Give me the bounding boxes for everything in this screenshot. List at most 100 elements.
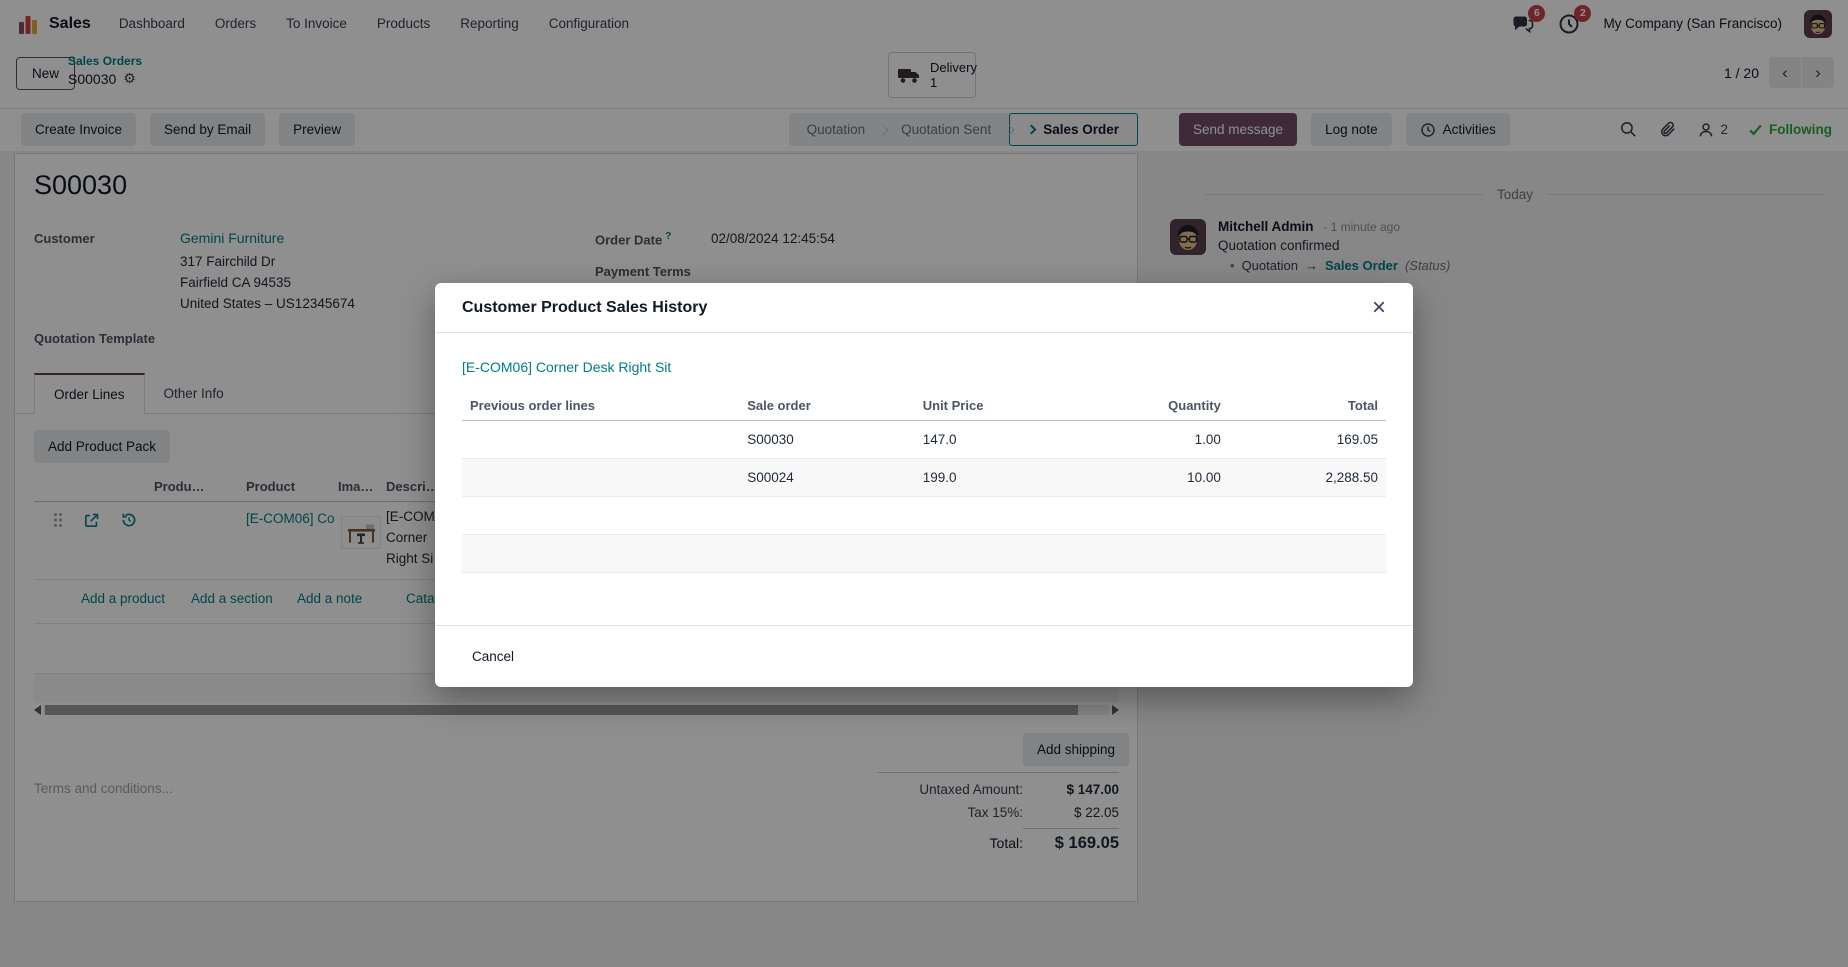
customer-address-line: United States – US12345674: [180, 296, 355, 311]
menu-to-invoice[interactable]: To Invoice: [286, 16, 347, 31]
menu-orders[interactable]: Orders: [214, 16, 257, 31]
scroll-left-arrow-icon[interactable]: [34, 704, 41, 715]
status-sales-order-active[interactable]: Sales Order: [1009, 113, 1138, 146]
customer-label: Customer: [34, 231, 95, 246]
column-header-unit-price: Unit Price: [914, 391, 1082, 421]
add-a-product-link[interactable]: Add a product: [81, 591, 166, 606]
cell-quantity: 1.00: [1081, 420, 1229, 459]
breadcrumb-current: S00030: [68, 70, 117, 87]
send-message-button[interactable]: Send message: [1179, 113, 1298, 146]
column-header-quantity: Quantity: [1081, 391, 1229, 421]
tracking-new-value[interactable]: Sales Order: [1324, 258, 1398, 273]
cell-previous-order-lines: [462, 458, 740, 497]
gear-icon[interactable]: ⚙: [123, 70, 136, 86]
column-header-description: Descri…: [386, 479, 439, 494]
log-note-button[interactable]: Log note: [1311, 113, 1392, 146]
table-row[interactable]: S00024 199.0 10.00 2,288.50: [462, 458, 1386, 497]
order-date-value[interactable]: 02/08/2024 12:45:54: [711, 231, 835, 246]
close-icon[interactable]: ×: [1371, 293, 1386, 321]
create-invoice-button[interactable]: Create Invoice: [21, 113, 137, 146]
menu-configuration[interactable]: Configuration: [548, 16, 630, 31]
send-by-email-button[interactable]: Send by Email: [150, 113, 266, 146]
status-quotation-sent[interactable]: Quotation Sent: [901, 122, 992, 137]
clock-icon: [1420, 122, 1435, 137]
arrow-right-icon: →: [1304, 258, 1318, 273]
drag-handle-icon[interactable]: [53, 512, 63, 528]
top-navbar: Sales Dashboard Orders To Invoice Produc…: [0, 0, 1848, 47]
followers-count: 2: [1720, 122, 1728, 137]
message-author[interactable]: Mitchell Admin: [1218, 219, 1314, 234]
tax-label: Tax 15%:: [967, 805, 1023, 820]
status-quotation[interactable]: Quotation: [806, 122, 866, 137]
menu-products[interactable]: Products: [376, 16, 431, 31]
scroll-right-arrow-icon[interactable]: [1112, 704, 1119, 715]
sales-app-logo-icon: [16, 12, 40, 36]
order-date-label: Order Date?: [595, 231, 672, 248]
pager-next-button[interactable]: ›: [1802, 57, 1834, 88]
modal-product-link[interactable]: [E-COM06] Corner Desk Right Sit: [462, 359, 672, 375]
delivery-count: 1: [930, 75, 938, 90]
messages-badge: 6: [1528, 4, 1546, 22]
user-avatar[interactable]: [1804, 9, 1832, 38]
company-switcher[interactable]: My Company (San Francisco): [1603, 16, 1782, 31]
navbar-right: 6 2 My Company (San Francisco): [1511, 4, 1832, 38]
tab-order-lines[interactable]: Order Lines: [34, 373, 145, 414]
open-record-external-link-icon[interactable]: [83, 512, 100, 529]
app-brand[interactable]: Sales: [16, 12, 91, 36]
add-shipping-button[interactable]: Add shipping: [1023, 733, 1130, 766]
table-row[interactable]: S00030 147.0 1.00 169.05: [462, 420, 1386, 459]
total-label: Total:: [989, 835, 1023, 851]
total-value: $ 169.05: [1023, 828, 1119, 853]
add-a-note-link[interactable]: Add a note: [297, 591, 363, 606]
divider: [877, 772, 1119, 773]
preview-button[interactable]: Preview: [279, 113, 356, 146]
sales-history-icon[interactable]: [120, 511, 138, 529]
control-panel: New Sales Orders S00030 ⚙ Delivery 1 1: [0, 47, 1848, 108]
date-divider: Today: [1205, 187, 1825, 202]
order-line-description: [E-COM Corner Right Si: [386, 509, 435, 566]
breadcrumb-parent[interactable]: Sales Orders: [68, 54, 143, 68]
column-header-sale-order: Sale order: [739, 391, 915, 421]
search-messages-icon[interactable]: [1619, 120, 1638, 139]
cancel-button[interactable]: Cancel: [462, 642, 525, 671]
scrollbar-thumb[interactable]: [45, 704, 1079, 715]
add-product-pack-button[interactable]: Add Product Pack: [34, 430, 171, 463]
activities-clock-icon[interactable]: 2: [1557, 4, 1592, 36]
customer-link[interactable]: Gemini Furniture: [180, 230, 285, 246]
messages-icon[interactable]: 6: [1511, 4, 1546, 36]
truck-icon: [898, 66, 922, 85]
pager: 1 / 20 ‹ ›: [1724, 57, 1834, 88]
new-button[interactable]: New: [16, 57, 76, 90]
message-author-avatar[interactable]: [1170, 219, 1206, 255]
activities-badge: 2: [1574, 4, 1592, 22]
tab-other-info[interactable]: Other Info: [163, 386, 224, 401]
menu-reporting[interactable]: Reporting: [460, 16, 519, 31]
person-icon: [1700, 122, 1713, 136]
add-a-section-link[interactable]: Add a section: [191, 591, 273, 606]
modal-body: [E-COM06] Corner Desk Right Sit Previous…: [435, 333, 1413, 625]
check-icon: [1749, 124, 1762, 136]
sales-history-modal: Customer Product Sales History × [E-COM0…: [435, 283, 1413, 687]
order-line-product-link[interactable]: [E-COM06] Co: [246, 511, 335, 526]
menu-dashboard[interactable]: Dashboard: [118, 16, 185, 31]
column-header-product: Product: [246, 479, 296, 494]
quotation-template-label: Quotation Template: [34, 331, 156, 346]
untaxed-amount-label: Untaxed Amount:: [919, 782, 1023, 797]
following-toggle[interactable]: Following: [1748, 122, 1832, 137]
action-bar: Create Invoice Send by Email Preview Quo…: [0, 109, 1848, 151]
cell-unit-price: 147.0: [914, 420, 1082, 459]
followers[interactable]: 2: [1697, 121, 1728, 139]
pager-value: 1 / 20: [1723, 64, 1759, 81]
message-tracking-row: • Quotation → Sales Order (Status): [1218, 258, 1450, 273]
order-title: S00030: [34, 170, 128, 200]
attachment-paperclip-icon[interactable]: [1658, 120, 1677, 139]
table-header-row: Previous order lines Sale order Unit Pri…: [462, 391, 1386, 421]
delivery-stat-button[interactable]: Delivery 1: [888, 52, 977, 98]
divider: [0, 108, 1848, 109]
horizontal-scrollbar[interactable]: [34, 703, 1119, 716]
terms-placeholder[interactable]: Terms and conditions...: [34, 781, 173, 796]
activities-button[interactable]: Activities: [1405, 113, 1510, 146]
column-header-total: Total: [1228, 391, 1386, 421]
pager-previous-button[interactable]: ‹: [1769, 57, 1801, 88]
